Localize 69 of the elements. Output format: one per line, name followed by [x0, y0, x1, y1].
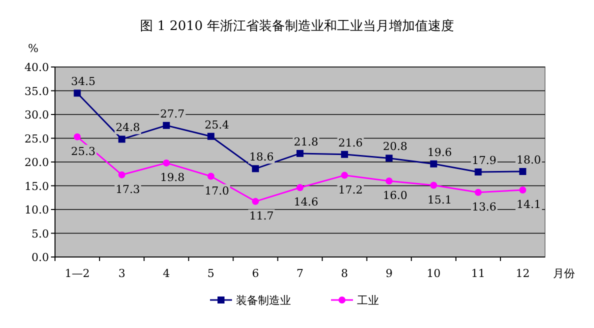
point — [519, 168, 526, 175]
y-tick-label: 10.0 — [24, 204, 49, 216]
y-tick-label: 40.0 — [24, 61, 49, 74]
point — [74, 133, 81, 140]
data-label: 19.6 — [427, 146, 452, 159]
x-tick-label: 8 — [341, 267, 348, 280]
y-tick-label: 25.0 — [24, 132, 49, 146]
data-label: 34.5 — [71, 75, 96, 88]
point — [386, 154, 393, 162]
y-tick-label: 0.0 — [32, 251, 49, 264]
data-label: 25.4 — [204, 118, 230, 132]
data-label: 17.0 — [204, 184, 230, 198]
chart-title: 图 1 2010 年浙江省装备制造业和工业当月增加值速度 — [140, 18, 454, 34]
x-tick-label: 7 — [296, 267, 304, 280]
data-label: 18.0 — [516, 154, 541, 166]
y-tick-label: 20.0 — [24, 156, 49, 169]
data-label: 21.8 — [294, 135, 318, 148]
point — [474, 168, 482, 176]
point — [252, 198, 259, 205]
y-tick-label: 35.0 — [24, 84, 49, 98]
x-tick-label: 5 — [207, 267, 214, 280]
y-tick-label: 5.0 — [32, 227, 49, 240]
data-label: 11.7 — [249, 209, 274, 222]
y-axis-title: % — [28, 42, 38, 55]
x-tick-label: 6 — [252, 267, 259, 280]
point — [252, 165, 259, 172]
data-label: 14.6 — [294, 196, 318, 209]
legend-label: 装备制造业 — [236, 294, 291, 307]
x-tick-label: 4 — [162, 267, 170, 280]
x-axis-title: 月份 — [553, 267, 575, 280]
point — [341, 150, 348, 158]
point — [430, 160, 438, 168]
point — [519, 186, 526, 194]
point — [386, 178, 393, 184]
point — [474, 188, 482, 196]
data-label: 20.8 — [382, 140, 408, 154]
point — [296, 184, 304, 192]
data-label: 16.0 — [382, 189, 408, 202]
point — [118, 136, 126, 143]
data-label: 19.8 — [160, 170, 185, 184]
data-label: 15.1 — [427, 193, 452, 206]
point — [207, 132, 214, 140]
point — [341, 172, 348, 179]
point — [207, 172, 214, 180]
data-label: 17.9 — [472, 154, 496, 167]
y-tick-label: 30.0 — [24, 108, 49, 122]
data-label: 14.1 — [516, 198, 541, 212]
x-tick-label: 3 — [118, 267, 126, 280]
x-tick-label: 11 — [471, 267, 486, 280]
y-tick-label: 15.0 — [24, 180, 49, 193]
data-label: 17.2 — [338, 183, 363, 196]
data-label: 25.3 — [71, 144, 96, 158]
point — [430, 182, 438, 189]
x-tick-label: 1—2 — [64, 267, 90, 280]
point — [118, 171, 126, 178]
data-label: 21.6 — [338, 136, 363, 150]
point — [296, 150, 304, 157]
data-label: 27.7 — [160, 107, 185, 120]
x-tick-label: 9 — [386, 267, 393, 280]
point — [162, 159, 170, 166]
data-label: 24.8 — [116, 121, 140, 134]
data-label: 17.3 — [116, 182, 140, 196]
point — [74, 90, 81, 97]
x-tick-label: 12 — [516, 267, 530, 280]
point — [162, 122, 170, 129]
data-label: 18.6 — [249, 150, 274, 164]
data-label: 13.6 — [472, 200, 496, 214]
legend-label: 工业 — [357, 294, 379, 307]
x-tick-label: 10 — [426, 267, 441, 280]
